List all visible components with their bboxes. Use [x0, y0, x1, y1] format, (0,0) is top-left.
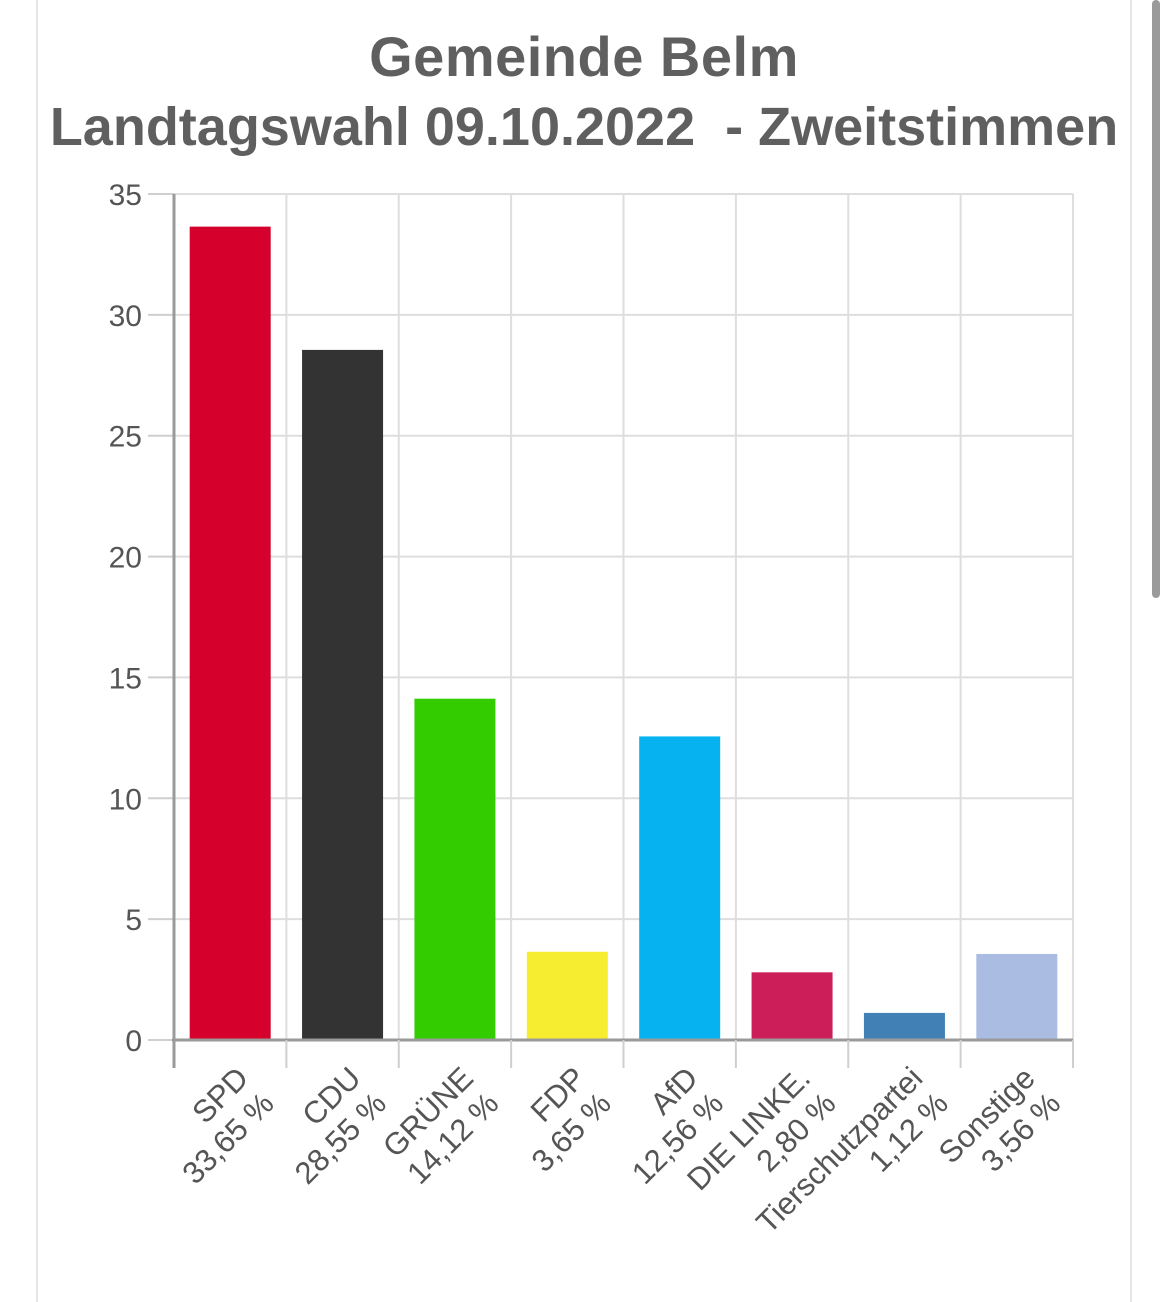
- bar-sonstige: [976, 953, 1058, 1040]
- bar-spd: [189, 226, 271, 1041]
- chart-subtitle: Landtagswahl 09.10.2022 - Zweitstimmen: [49, 97, 1119, 157]
- x-tick-label-group: DIE LINKE.2,80 %: [680, 1060, 842, 1197]
- y-tick-label: 0: [125, 1025, 142, 1058]
- bar-die-linke: [751, 972, 833, 1040]
- y-tick-label: 35: [109, 179, 142, 212]
- chart-title: Gemeinde Belm: [369, 25, 799, 88]
- frame-border-right: [1130, 0, 1132, 1302]
- scrollbar-thumb[interactable]: [1152, 0, 1160, 598]
- bar-afd: [639, 736, 721, 1040]
- bar-grüne: [414, 698, 496, 1040]
- bar-cdu: [302, 349, 384, 1040]
- bar-fdp: [526, 951, 608, 1040]
- grid-lines: [174, 193, 1074, 1040]
- y-tick-label: 5: [125, 904, 142, 937]
- frame-border-left: [36, 0, 38, 1302]
- chart-titles: Gemeinde Belm Landtagswahl 09.10.2022 - …: [0, 22, 1168, 162]
- bar-tierschutzpartei: [863, 1012, 945, 1040]
- y-tick-label: 10: [109, 783, 142, 816]
- y-tick-label: 30: [109, 300, 142, 333]
- y-tick-label: 15: [109, 662, 142, 695]
- bars: [189, 226, 1058, 1041]
- y-tick-label: 25: [109, 421, 142, 454]
- axes: [148, 193, 1074, 1068]
- y-tick-label: 20: [109, 542, 142, 575]
